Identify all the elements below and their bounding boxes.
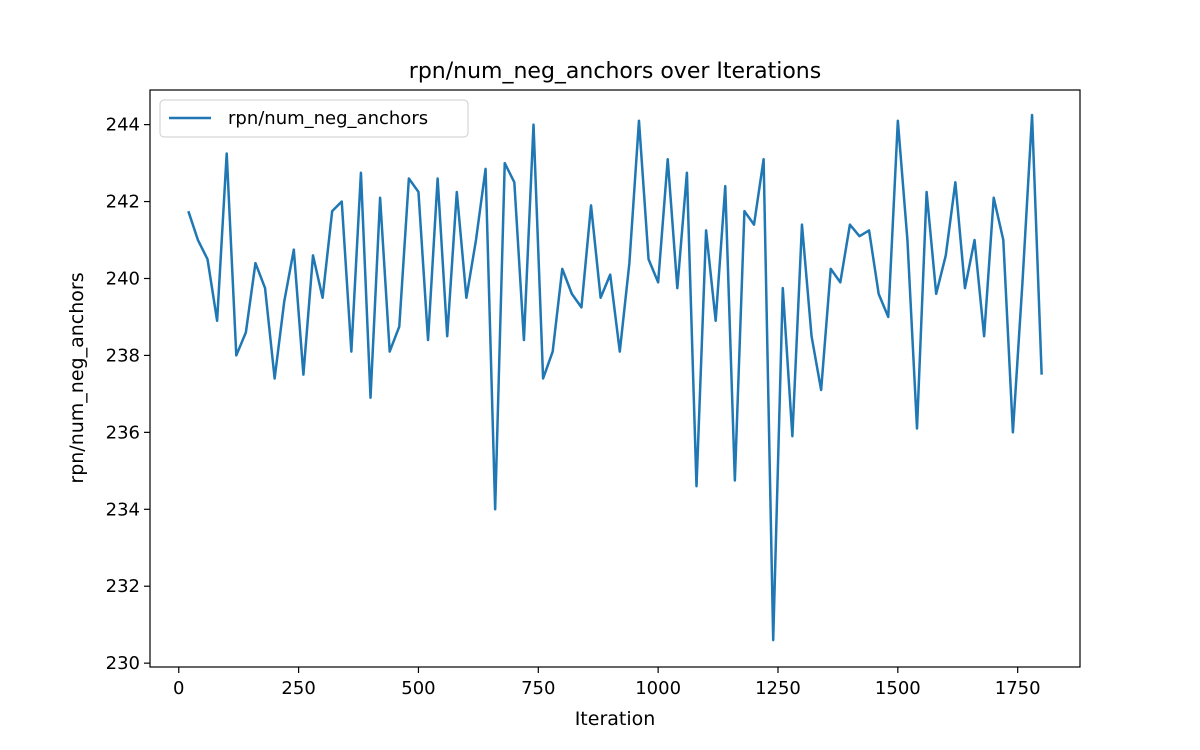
legend: rpn/num_neg_anchors — [159, 99, 469, 138]
series-layer — [187, 113, 1043, 642]
x-tick-label: 250 — [281, 678, 315, 699]
legend-label: rpn/num_neg_anchors — [228, 108, 428, 129]
x-axis: 0 250 500 750 1000 1250 1500 1750 — [173, 667, 1041, 699]
y-tick-label: 232 — [106, 576, 140, 597]
x-tick-label: 750 — [521, 678, 555, 699]
y-tick-label: 234 — [106, 499, 140, 520]
y-tick-label: 236 — [106, 422, 140, 443]
y-tick-label: 230 — [106, 653, 140, 674]
x-axis-label: Iteration — [575, 708, 656, 730]
y-tick-label: 238 — [106, 345, 140, 366]
x-tick-label: 1500 — [875, 678, 921, 699]
legend-box — [159, 99, 469, 138]
y-tick-label: 244 — [106, 115, 140, 136]
y-tick-label: 242 — [106, 192, 140, 213]
series-line — [187, 113, 1043, 642]
y-tick-label: 240 — [106, 268, 140, 289]
x-tick-label: 1250 — [755, 678, 801, 699]
y-axis-label: rpn/num_neg_anchors — [66, 272, 88, 483]
x-tick-label: 1750 — [995, 678, 1041, 699]
x-tick-label: 1000 — [635, 678, 681, 699]
plot-frame — [149, 89, 1081, 668]
x-tick-label: 0 — [173, 678, 184, 699]
y-axis: 230 232 234 236 238 240 242 244 — [106, 115, 150, 674]
x-tick-label: 500 — [401, 678, 435, 699]
chart-title: rpn/num_neg_anchors over Iterations — [409, 59, 821, 84]
